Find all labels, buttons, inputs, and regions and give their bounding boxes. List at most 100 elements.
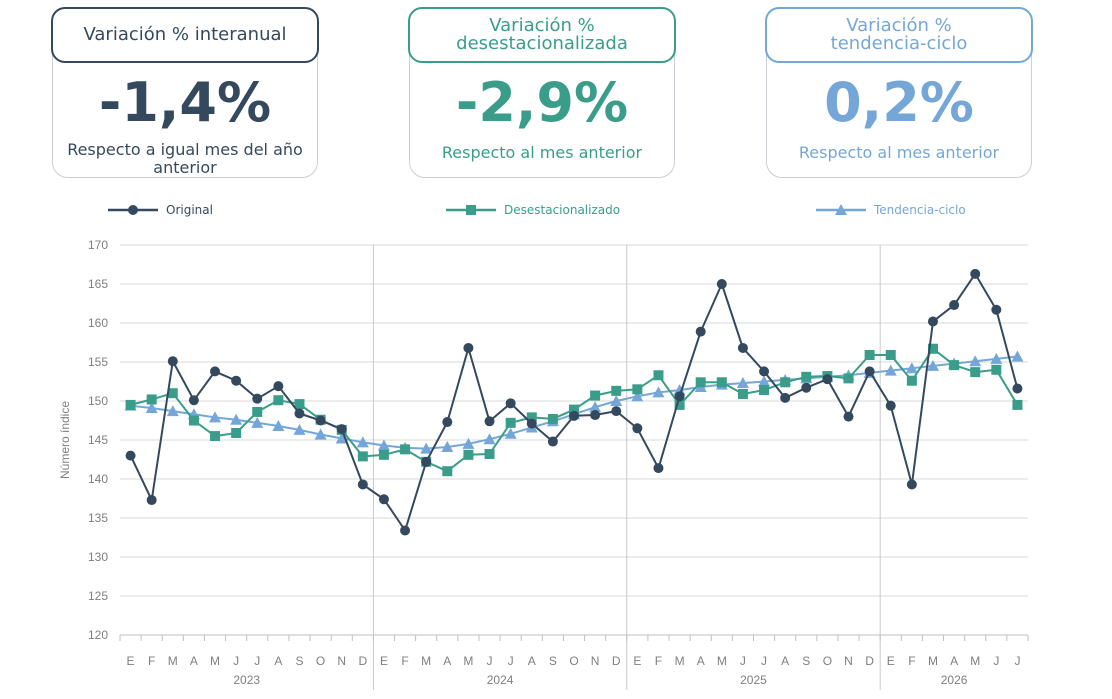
- point-tendencia: [251, 416, 264, 428]
- legend-original-marker: [108, 205, 158, 215]
- point-original: [315, 415, 326, 426]
- x-tick-label: J: [233, 654, 239, 668]
- point-original: [505, 398, 516, 409]
- point-original: [400, 525, 411, 536]
- x-tick-label: J: [761, 654, 767, 668]
- point-original: [737, 342, 748, 353]
- x-tick-label: E: [380, 654, 388, 668]
- y-tick-label: 155: [88, 355, 108, 369]
- point-original: [590, 410, 601, 421]
- point-original: [801, 382, 812, 393]
- x-tick-label: N: [591, 654, 600, 668]
- card-interanual: Variación % interanual -1,4% Respecto a …: [51, 7, 319, 178]
- point-desestacionalizado: [188, 415, 199, 426]
- point-desestacionalizado: [526, 412, 537, 423]
- y-tick-label: 145: [88, 433, 108, 447]
- x-tick-label: J: [993, 654, 999, 668]
- point-tendencia: [335, 432, 348, 444]
- point-original: [674, 391, 685, 402]
- point-original: [906, 479, 917, 490]
- point-desestacionalizado: [716, 377, 727, 388]
- point-tendencia: [504, 427, 517, 439]
- x-tick-label: O: [823, 654, 832, 668]
- point-tendencia: [441, 441, 454, 453]
- x-tick-label: M: [463, 654, 473, 668]
- x-tick-label: O: [316, 654, 325, 668]
- point-tendencia: [926, 359, 939, 371]
- point-original: [695, 326, 706, 337]
- point-desestacionalizado: [125, 399, 136, 410]
- legend-tendencia: Tendencia-ciclo: [816, 201, 966, 219]
- card-tendencia: Variación % tendencia-ciclo 0,2% Respect…: [765, 7, 1033, 178]
- point-desestacionalizado: [231, 427, 242, 438]
- point-original: [294, 408, 305, 419]
- card-desestacionalizada-title-text: Variación % desestacionalizada: [456, 15, 628, 54]
- x-tick-label: M: [210, 654, 220, 668]
- x-tick-label: A: [950, 654, 958, 668]
- legend-desestacionalizado-label: Desestacionalizado: [504, 203, 621, 217]
- point-desestacionalizado: [927, 343, 938, 354]
- point-desestacionalizado: [547, 413, 558, 424]
- legend-tendencia-marker: [816, 204, 866, 215]
- point-desestacionalizado: [759, 385, 770, 396]
- point-original: [611, 406, 622, 417]
- point-tendencia: [1011, 350, 1024, 362]
- legend-original: Original: [108, 201, 213, 219]
- point-desestacionalizado: [378, 449, 389, 460]
- point-desestacionalizado: [885, 349, 896, 360]
- point-desestacionalizado: [611, 385, 622, 396]
- point-desestacionalizado: [906, 375, 917, 386]
- card-interanual-title-text: Variación % interanual: [83, 24, 287, 45]
- point-desestacionalizado: [146, 394, 157, 405]
- point-tendencia: [589, 401, 602, 413]
- x-tick-label: F: [908, 654, 915, 668]
- point-original: [167, 356, 178, 367]
- point-tendencia: [652, 386, 665, 398]
- x-tick-label: A: [443, 654, 451, 668]
- point-desestacionalizado: [1012, 399, 1023, 410]
- point-original: [716, 279, 727, 289]
- x-tick-label: A: [781, 654, 789, 668]
- x-tick-label: M: [928, 654, 938, 668]
- y-tick-label: 165: [88, 277, 108, 291]
- point-tendencia: [145, 402, 158, 414]
- x-tick-label: E: [127, 654, 135, 668]
- point-original: [231, 375, 242, 386]
- x-tick-label: A: [697, 654, 705, 668]
- x-tick-label: J: [254, 654, 260, 668]
- point-tendencia: [209, 411, 222, 423]
- point-desestacionalizado: [294, 399, 305, 410]
- point-desestacionalizado: [801, 371, 812, 382]
- point-original: [463, 342, 474, 353]
- x-tick-label: F: [148, 654, 155, 668]
- point-desestacionalizado: [949, 360, 960, 371]
- series-line-circle: [129, 272, 1019, 532]
- point-original: [336, 424, 347, 435]
- y-tick-label: 140: [88, 472, 108, 486]
- point-original: [885, 400, 896, 411]
- point-original: [759, 366, 770, 377]
- card-interanual-title: Variación % interanual: [51, 7, 319, 63]
- point-tendencia: [905, 362, 918, 374]
- point-desestacionalizado: [632, 384, 643, 395]
- point-original: [125, 450, 136, 461]
- card-desestacionalizada-title: Variación % desestacionalizada: [408, 7, 676, 63]
- point-desestacionalizado: [273, 395, 284, 406]
- point-original: [843, 411, 854, 422]
- point-desestacionalizado: [991, 364, 1002, 375]
- point-desestacionalizado: [400, 444, 411, 455]
- x-tick-label: J: [487, 654, 493, 668]
- series-line-triangle: [130, 355, 1018, 450]
- legend-tendencia-label: Tendencia-ciclo: [874, 203, 966, 217]
- y-tick-label: 125: [88, 589, 108, 603]
- point-tendencia: [314, 428, 327, 440]
- point-original: [822, 374, 833, 385]
- card-tendencia-title: Variación % tendencia-ciclo: [765, 7, 1033, 63]
- card-desestacionalizada-value: -2,9%: [455, 71, 629, 134]
- x-tick-label: S: [802, 654, 810, 668]
- y-tick-label: 135: [88, 511, 108, 525]
- point-original: [949, 300, 960, 311]
- point-tendencia: [884, 364, 897, 376]
- point-desestacionalizado: [970, 367, 981, 378]
- year-label: 2023: [233, 673, 260, 687]
